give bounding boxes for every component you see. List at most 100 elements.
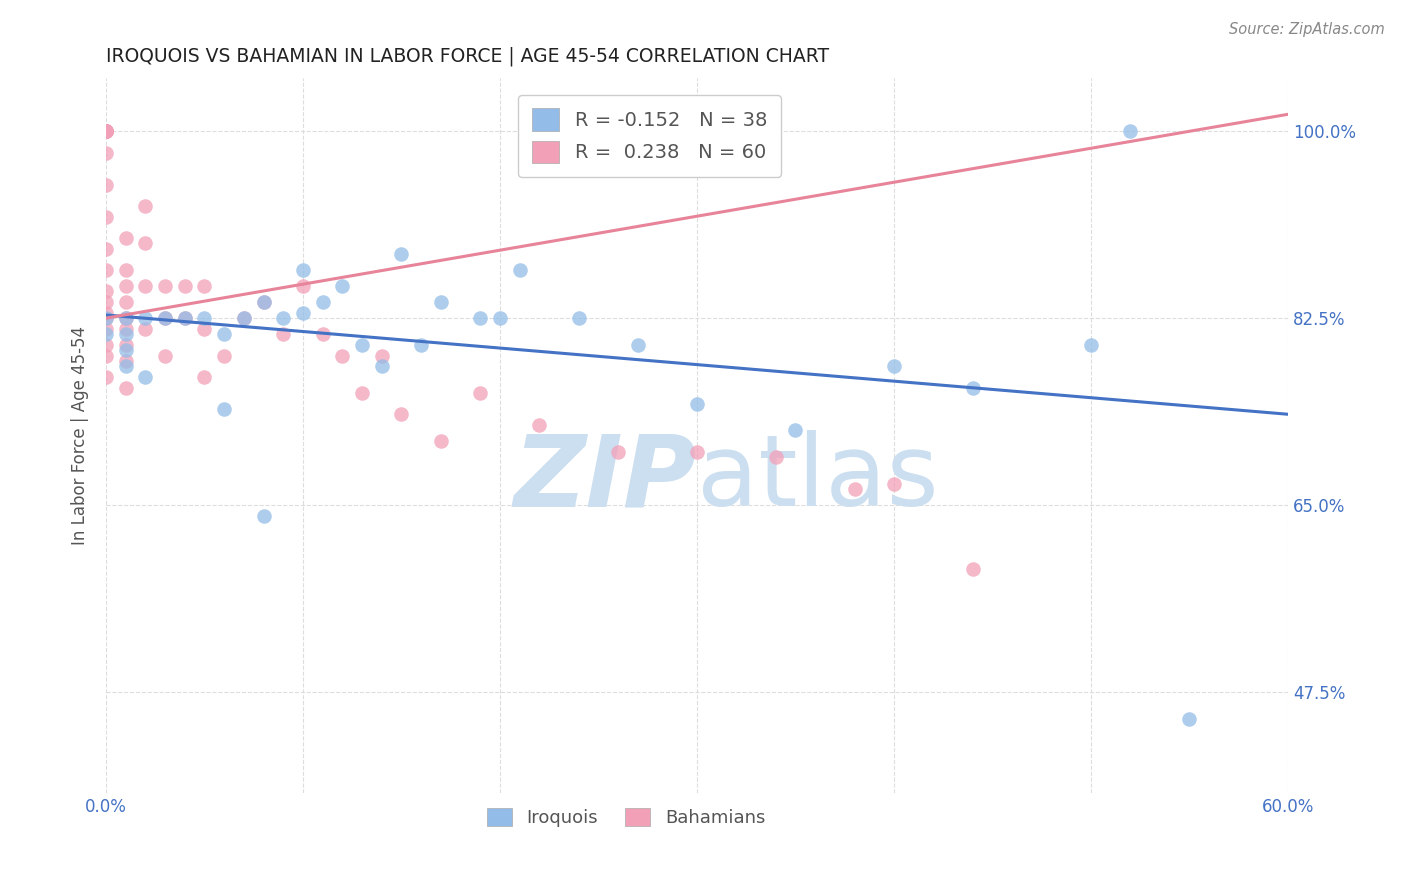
Point [173, 311, 195, 326]
Text: atlas: atlas [697, 430, 939, 527]
Point [291, 279, 314, 293]
Point [430, 434, 453, 448]
Point [212, 327, 235, 342]
Point [686, 444, 709, 458]
Point [114, 311, 136, 326]
Point [470, 311, 492, 326]
Point [370, 349, 392, 363]
Point [1119, 124, 1142, 138]
Point [391, 247, 413, 261]
Point [114, 311, 136, 326]
Point [391, 407, 413, 421]
Point [94, 124, 117, 138]
Point [883, 359, 905, 374]
Point [153, 279, 176, 293]
Point [785, 423, 807, 437]
Point [193, 370, 215, 384]
Point [114, 359, 136, 374]
Point [529, 417, 551, 432]
Point [962, 562, 984, 576]
Point [252, 508, 274, 523]
Point [94, 124, 117, 138]
Point [114, 327, 136, 342]
Point [173, 311, 195, 326]
Point [568, 311, 591, 326]
Point [350, 385, 373, 400]
Point [291, 263, 314, 277]
Point [470, 385, 492, 400]
Point [94, 210, 117, 224]
Point [330, 349, 353, 363]
Point [350, 338, 373, 352]
Point [489, 311, 512, 326]
Point [94, 242, 117, 256]
Point [134, 322, 156, 336]
Point [370, 359, 392, 374]
Point [94, 285, 117, 299]
Legend: Iroquois, Bahamians: Iroquois, Bahamians [479, 801, 772, 834]
Point [311, 327, 333, 342]
Point [153, 349, 176, 363]
Point [411, 338, 433, 352]
Point [114, 380, 136, 394]
Point [1178, 712, 1201, 726]
Point [232, 311, 254, 326]
Y-axis label: In Labor Force | Age 45-54: In Labor Force | Age 45-54 [72, 326, 89, 545]
Point [134, 311, 156, 326]
Point [252, 295, 274, 310]
Point [271, 327, 294, 342]
Point [193, 322, 215, 336]
Point [193, 311, 215, 326]
Point [193, 279, 215, 293]
Point [686, 396, 709, 410]
Point [134, 236, 156, 251]
Point [94, 311, 117, 326]
Point [212, 401, 235, 416]
Point [94, 124, 117, 138]
Point [94, 124, 117, 138]
Point [509, 263, 531, 277]
Point [94, 349, 117, 363]
Point [252, 295, 274, 310]
Point [311, 295, 333, 310]
Text: IROQUOIS VS BAHAMIAN IN LABOR FORCE | AGE 45-54 CORRELATION CHART: IROQUOIS VS BAHAMIAN IN LABOR FORCE | AG… [105, 46, 830, 66]
Point [114, 295, 136, 310]
Point [114, 338, 136, 352]
Point [134, 279, 156, 293]
Point [153, 311, 176, 326]
Point [94, 124, 117, 138]
Point [114, 263, 136, 277]
Point [114, 343, 136, 358]
Point [94, 124, 117, 138]
Point [94, 145, 117, 160]
Point [153, 311, 176, 326]
Point [134, 370, 156, 384]
Text: Source: ZipAtlas.com: Source: ZipAtlas.com [1229, 22, 1385, 37]
Point [94, 178, 117, 192]
Point [883, 476, 905, 491]
Point [114, 354, 136, 368]
Text: ZIP: ZIP [515, 430, 697, 527]
Point [627, 338, 650, 352]
Point [271, 311, 294, 326]
Point [114, 231, 136, 245]
Point [94, 338, 117, 352]
Point [765, 450, 787, 464]
Point [94, 322, 117, 336]
Point [1080, 338, 1102, 352]
Point [94, 370, 117, 384]
Point [114, 322, 136, 336]
Point [212, 349, 235, 363]
Point [844, 482, 866, 496]
Point [232, 311, 254, 326]
Point [173, 279, 195, 293]
Point [134, 199, 156, 213]
Point [114, 279, 136, 293]
Point [94, 263, 117, 277]
Point [94, 124, 117, 138]
Point [94, 327, 117, 342]
Point [291, 306, 314, 320]
Point [94, 306, 117, 320]
Point [430, 295, 453, 310]
Point [94, 295, 117, 310]
